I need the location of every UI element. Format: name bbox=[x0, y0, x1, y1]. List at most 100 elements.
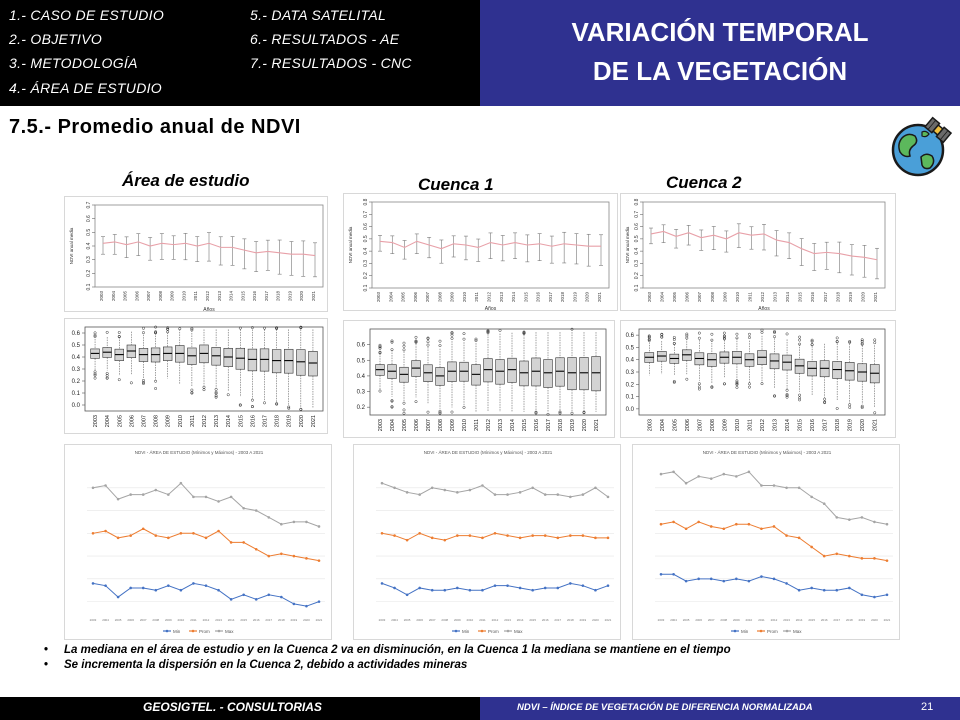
series-point bbox=[154, 534, 158, 537]
x-tick-label: 2009 bbox=[454, 618, 461, 622]
x-tick-label: 2020 bbox=[303, 618, 310, 622]
box-outlier bbox=[697, 385, 701, 389]
series-point bbox=[518, 536, 522, 540]
x-tick-label: 2019 bbox=[572, 292, 577, 303]
series-point bbox=[418, 586, 421, 590]
series-point bbox=[242, 506, 245, 510]
series-point bbox=[684, 579, 688, 583]
x-tick-label: 2004 bbox=[388, 292, 393, 303]
x-tick-label: 2004 bbox=[660, 292, 665, 303]
series-point bbox=[581, 534, 585, 537]
x-tick-label: 2003 bbox=[90, 618, 97, 622]
box-outlier bbox=[142, 382, 145, 385]
x-tick-label: 2012 bbox=[202, 415, 208, 427]
y-tick-label: 0.2 bbox=[86, 270, 92, 277]
x-tick-label: 2012 bbox=[487, 292, 492, 303]
nav-item-area-estudio[interactable]: 4.- ÁREA DE ESTUDIO bbox=[9, 80, 162, 96]
series-point bbox=[430, 536, 434, 540]
box-outlier bbox=[402, 341, 406, 345]
x-tick-label: 2017 bbox=[554, 618, 561, 622]
x-tick-label: 2011 bbox=[190, 618, 197, 622]
x-tick-label: 2010 bbox=[181, 291, 186, 302]
x-tick-label: 2018 bbox=[558, 419, 564, 431]
box-outlier bbox=[835, 336, 839, 340]
box-outlier bbox=[238, 326, 242, 330]
box-outlier bbox=[697, 331, 701, 335]
x-tick-label: 2011 bbox=[190, 415, 196, 427]
y-tick-label: 0.4 bbox=[86, 242, 92, 249]
chart-panel-minmax-cuenca-2: NDVI - ÁREA DE ESTUDIO (Mínimos y Máximo… bbox=[632, 444, 900, 640]
nav-item-resultados-cnc[interactable]: 7.- RESULTADOS - CNC bbox=[250, 55, 412, 71]
box-outlier bbox=[785, 388, 789, 392]
box-outlier bbox=[672, 380, 676, 383]
box-outlier bbox=[390, 339, 394, 343]
box-outlier bbox=[93, 373, 97, 377]
box-outlier bbox=[214, 392, 218, 395]
series-point bbox=[835, 516, 839, 519]
box-outlier bbox=[835, 340, 839, 344]
box-outlier bbox=[823, 401, 827, 405]
x-tick-label: 2020 bbox=[860, 419, 866, 431]
nav-item-data-satelital[interactable]: 5.- DATA SATELITAL bbox=[250, 7, 387, 23]
box-outlier bbox=[810, 339, 814, 343]
series-point bbox=[722, 579, 726, 583]
series-point bbox=[380, 532, 384, 535]
x-tick-label: 2006 bbox=[414, 419, 420, 431]
x-tick-label: 2018 bbox=[567, 618, 574, 622]
box-outlier bbox=[647, 334, 651, 338]
x-tick-label: 2006 bbox=[685, 292, 690, 303]
series-point bbox=[659, 572, 663, 576]
series-point bbox=[154, 488, 158, 492]
box-outlier bbox=[142, 378, 145, 382]
series-point bbox=[594, 588, 597, 592]
x-axis-label: Años bbox=[758, 306, 770, 312]
box-outlier bbox=[450, 331, 454, 334]
series-point bbox=[267, 593, 271, 597]
x-tick-label: 2009 bbox=[166, 415, 172, 427]
x-tick-label: 2011 bbox=[193, 291, 198, 301]
box-outlier bbox=[154, 387, 158, 390]
nav-item-metodologia[interactable]: 3.- METODOLOGÍA bbox=[9, 55, 138, 71]
x-tick-label: 2005 bbox=[402, 419, 408, 431]
box-outlier bbox=[299, 326, 303, 330]
box-outlier bbox=[378, 345, 382, 349]
y-tick-label: 0.1 bbox=[363, 284, 369, 291]
nav-item-objetivo[interactable]: 2.- OBJETIVO bbox=[9, 31, 103, 47]
x-tick-label: 2020 bbox=[585, 292, 590, 303]
box-outlier bbox=[190, 328, 194, 332]
box-outlier bbox=[697, 382, 701, 386]
series-point bbox=[430, 588, 434, 592]
box-outlier bbox=[558, 411, 562, 415]
y-tick-label: 0.4 bbox=[363, 247, 369, 254]
series-point bbox=[280, 522, 283, 526]
nav-item-resultados-ae[interactable]: 6.- RESULTADOS - AE bbox=[250, 31, 400, 47]
x-tick-label: 2019 bbox=[848, 419, 854, 431]
box-body bbox=[567, 357, 577, 391]
x-tick-label: 2019 bbox=[291, 618, 298, 622]
box-outlier bbox=[474, 339, 478, 343]
x-tick-label: 2013 bbox=[504, 618, 511, 622]
x-tick-label: 2015 bbox=[523, 292, 528, 303]
box-outlier bbox=[798, 396, 802, 400]
column-label-area-estudio: Área de estudio bbox=[122, 171, 250, 190]
x-tick-label: 2017 bbox=[823, 419, 829, 431]
series-point bbox=[405, 491, 409, 494]
series-point bbox=[167, 493, 170, 496]
chart-svg-7: NDVI - ÁREA DE ESTUDIO (Mínimos y Máximo… bbox=[376, 449, 614, 634]
legend-marker bbox=[506, 629, 510, 633]
x-tick-label: 2015 bbox=[238, 415, 244, 427]
x-tick-label: 2005 bbox=[672, 292, 677, 303]
y-tick-label: 0.6 bbox=[626, 333, 635, 339]
nav-item-caso-estudio[interactable]: 1.- CASO DE ESTUDIO bbox=[9, 7, 165, 23]
box-outlier bbox=[685, 377, 689, 381]
series-point bbox=[292, 554, 296, 558]
series-point bbox=[481, 484, 484, 487]
box-outlier bbox=[426, 343, 430, 347]
chart-panel-box-cuenca-2: 0.0 0.1 0.2 0.3 0.4 0.5 0.6 2003 2004 2005 2006 200… bbox=[620, 320, 896, 438]
series-point bbox=[556, 586, 560, 590]
legend-marker bbox=[454, 629, 458, 633]
x-tick-label: 2007 bbox=[140, 618, 147, 622]
series-point bbox=[822, 554, 826, 558]
legend-label: Prom bbox=[488, 629, 499, 634]
x-tick-label: 2018 bbox=[835, 292, 840, 303]
